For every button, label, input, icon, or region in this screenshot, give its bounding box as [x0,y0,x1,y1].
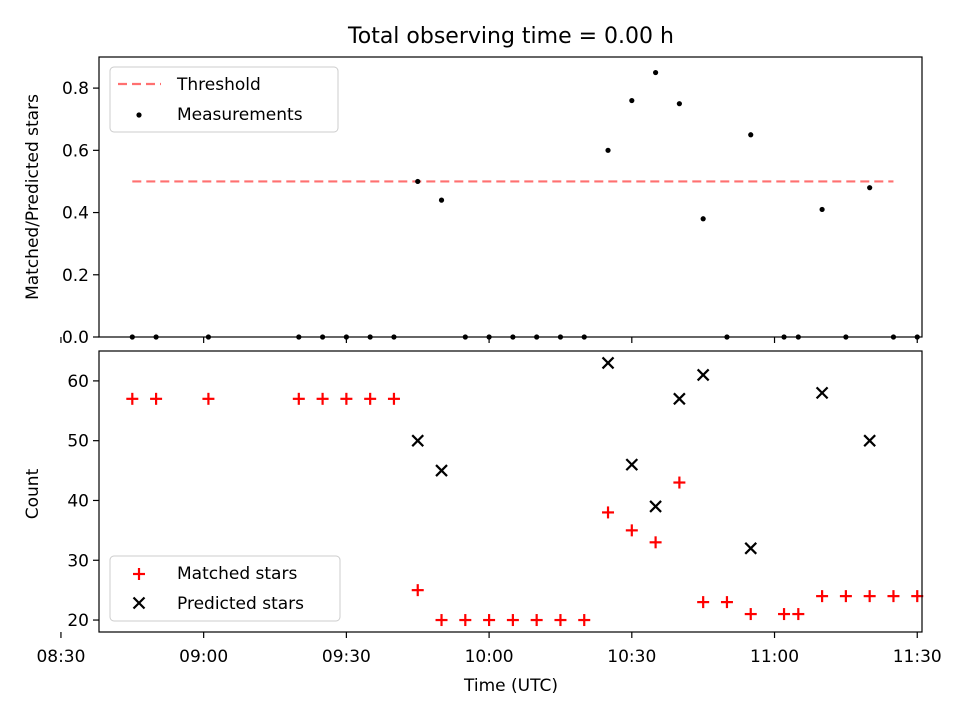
matched-star-point [625,524,638,537]
measurement-point [676,101,682,107]
matched-star-point [697,596,710,609]
matched-star-point [340,392,353,405]
y-tick-label: 0.0 [62,328,89,348]
measurement-point [700,216,706,222]
matched-star-point [911,590,924,603]
matched-star-point [459,614,472,627]
predicted-star-point [411,434,425,447]
x-b [673,392,686,406]
matched-star-point [387,392,400,405]
measurement-point [415,178,421,185]
matched-star-point [602,506,615,519]
legend-predicted-label: Predicted stars [177,594,304,614]
matched-star-point [506,614,519,627]
x-tick-label: 10:00 [465,647,514,667]
legend-x-b [132,596,146,610]
matched-star-point [126,392,139,405]
predicted-star-point [649,500,662,513]
legend-box [109,555,341,622]
matched-star-point [792,608,805,621]
y-tick-label: 50 [67,432,89,452]
legend-box [109,66,339,133]
x-b [815,386,829,400]
x-b [649,500,662,513]
predicted-star-point [625,458,639,471]
legend-matched-label: Matched stars [177,564,297,584]
y-tick-label: 40 [67,491,89,511]
predicted-star-point [601,356,615,370]
matched-star-point [364,392,377,405]
matched-star-point [744,608,757,621]
measurement-point [652,69,659,76]
measurement-point [819,206,825,213]
top-y-axis-label: Matched/Predicted stars [23,94,43,300]
matched-star-point [483,614,496,627]
predicted-star-point [673,392,686,406]
matched-star-point [778,608,791,621]
measurement-point [438,197,445,203]
matched-star-point [292,392,305,405]
matched-star-point [720,596,733,609]
matched-star-point [673,476,686,489]
y-tick-label: 20 [67,611,89,631]
x-b [863,434,876,447]
x-tick-label: 10:30 [607,647,656,667]
y-tick-label: 30 [67,551,89,571]
matched-star-point [435,614,448,627]
y-tick-label: 0.6 [62,141,89,161]
x-tick-label: 09:00 [179,647,228,667]
legend-threshold-label: Threshold [176,75,261,95]
x-tick-label: 11:00 [750,647,799,667]
x-axis-label: Time (UTC) [463,676,558,696]
legend-measurements-label: Measurements [177,105,303,125]
matched-star-point [202,392,215,405]
chart-title: Total observing time = 0.00 h [347,24,674,49]
matched-star-point [150,392,163,405]
bottom-plot-frame [98,350,923,633]
matched-star-point [554,614,567,627]
top-plot-frame [98,56,923,338]
predicted-star-point [744,542,758,555]
x-b [601,356,615,370]
predicted-star-point [696,368,710,382]
matched-star-point [863,590,876,603]
predicted-star-point [863,434,876,447]
matched-star-point [578,614,591,627]
x-b [411,434,425,447]
matched-star-point [839,590,852,603]
y-tick-label: 0.2 [62,266,89,286]
measurement-point [748,132,754,138]
y-tick-label: 60 [67,372,89,392]
x-tick-label: 11:30 [893,647,942,667]
bottom-y-axis-label: Count [23,468,43,519]
x-b [696,368,710,382]
measurement-point [629,97,635,104]
x-tick-label: 08:30 [36,647,85,667]
predicted-star-point [435,464,448,477]
top-panel: 0.0 0.2 0.4 0.6 0.8 Threshold Measurements [60,56,923,348]
matched-star-point [649,536,662,549]
legend-measurements-swatch [136,112,142,118]
matched-star-point [530,614,543,627]
measurement-point [605,147,611,153]
measurement-point [867,185,873,191]
bottom-panel: 20 30 40 50 60 08:30 09:00 09:30 10:00 10:30 11:00… [36,350,942,667]
bottom-legend: Matched stars Predicted stars [109,555,341,622]
matched-star-point [816,590,829,603]
y-tick-label: 0.4 [62,204,89,224]
matched-star-point [316,392,329,405]
x-tick-label: 09:30 [322,647,371,667]
matched-star-point [411,584,424,597]
x-b [744,542,758,555]
top-legend: Threshold Measurements [109,66,339,133]
y-tick-label: 0.8 [62,79,89,99]
predicted-star-point [815,386,829,400]
matched-star-point [887,590,900,603]
x-b [625,458,639,471]
x-b [435,464,448,477]
